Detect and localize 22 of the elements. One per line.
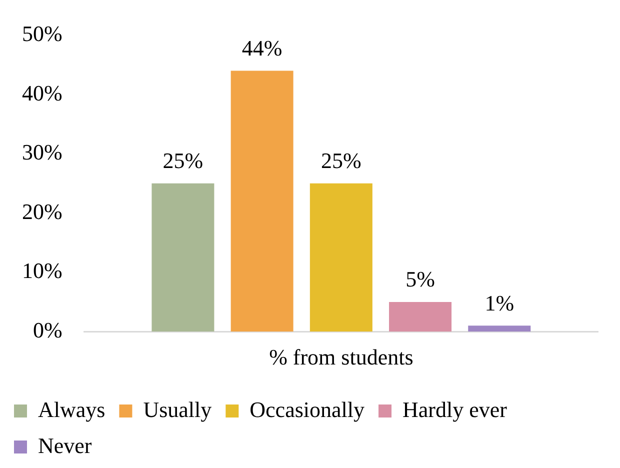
bar (310, 183, 372, 332)
bar (152, 183, 214, 332)
y-tick-label: 40% (22, 80, 62, 106)
y-tick-label: 0% (33, 317, 62, 342)
y-tick-label: 10% (22, 258, 62, 284)
bar (389, 302, 452, 332)
y-tick-label: 30% (22, 140, 62, 165)
y-tick-label: 20% (22, 198, 62, 224)
data-label: 25% (321, 148, 362, 174)
bar (468, 326, 531, 332)
data-label: 25% (162, 148, 204, 174)
bar (230, 70, 294, 332)
data-label: 44% (242, 36, 282, 61)
data-label: 1% (484, 290, 514, 316)
legend-label: Never (38, 432, 92, 458)
y-tick-label: 50% (22, 20, 62, 46)
legend-label: Hardly ever (402, 396, 508, 422)
legend-label: Always (38, 396, 106, 422)
data-label: 5% (406, 266, 435, 292)
legend-label: Occasionally (250, 396, 365, 422)
x-tick-label: % from students (269, 344, 414, 370)
legend-label: Usually (143, 396, 212, 422)
